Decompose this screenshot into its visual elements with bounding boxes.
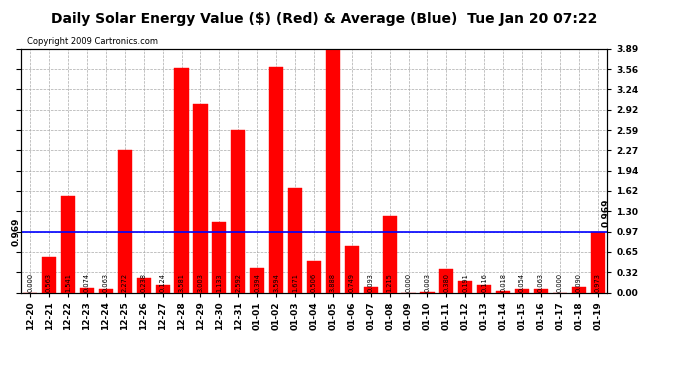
Bar (231, 130, 246, 292)
Bar (99, 288, 113, 292)
Text: 0.000: 0.000 (406, 273, 411, 292)
Bar (382, 216, 397, 292)
Bar (42, 257, 56, 292)
Bar (496, 291, 510, 292)
Text: 0.063: 0.063 (538, 273, 544, 292)
Text: 0.054: 0.054 (519, 273, 525, 292)
Text: 3.888: 3.888 (330, 273, 336, 292)
Bar (515, 289, 529, 292)
Bar (193, 104, 208, 292)
Text: 0.394: 0.394 (254, 273, 260, 292)
Text: 0.973: 0.973 (595, 273, 601, 292)
Text: 3.003: 3.003 (197, 273, 204, 292)
Text: 1.215: 1.215 (386, 273, 393, 292)
Bar (137, 278, 151, 292)
Bar (118, 150, 132, 292)
Bar (80, 288, 94, 292)
Bar (458, 280, 473, 292)
Bar (326, 49, 340, 292)
Text: 1.671: 1.671 (292, 273, 298, 292)
Text: 0.969: 0.969 (602, 198, 611, 227)
Text: 0.563: 0.563 (46, 273, 52, 292)
Text: 0.063: 0.063 (103, 273, 109, 292)
Text: 1.133: 1.133 (217, 273, 222, 292)
Text: 0.003: 0.003 (424, 273, 431, 292)
Bar (288, 188, 302, 292)
Bar (269, 67, 283, 292)
Bar (307, 261, 321, 292)
Text: 0.000: 0.000 (557, 273, 563, 292)
Bar (440, 269, 453, 292)
Bar (345, 246, 359, 292)
Text: 3.581: 3.581 (179, 273, 184, 292)
Text: 0.124: 0.124 (159, 273, 166, 292)
Text: 0.018: 0.018 (500, 273, 506, 292)
Bar (591, 231, 605, 292)
Text: 0.191: 0.191 (462, 273, 469, 292)
Text: 0.090: 0.090 (576, 273, 582, 292)
Text: 0.749: 0.749 (348, 273, 355, 292)
Text: Daily Solar Energy Value ($) (Red) & Average (Blue)  Tue Jan 20 07:22: Daily Solar Energy Value ($) (Red) & Ave… (51, 12, 598, 26)
Text: 3.594: 3.594 (273, 273, 279, 292)
Text: 2.592: 2.592 (235, 273, 242, 292)
Bar (61, 196, 75, 292)
Bar (364, 286, 378, 292)
Text: 0.074: 0.074 (84, 273, 90, 292)
Bar (477, 285, 491, 292)
Text: Copyright 2009 Cartronics.com: Copyright 2009 Cartronics.com (26, 38, 157, 46)
Text: 0.093: 0.093 (368, 273, 374, 292)
Bar (250, 268, 264, 292)
Text: 1.541: 1.541 (65, 273, 71, 292)
Text: 0.000: 0.000 (27, 273, 33, 292)
Bar (572, 287, 586, 292)
Bar (534, 288, 548, 292)
Text: 0.969: 0.969 (12, 217, 21, 246)
Text: 0.380: 0.380 (444, 273, 449, 292)
Text: 0.506: 0.506 (311, 273, 317, 292)
Text: 0.116: 0.116 (481, 273, 487, 292)
Text: 2.272: 2.272 (121, 273, 128, 292)
Bar (155, 285, 170, 292)
Bar (213, 222, 226, 292)
Text: 0.238: 0.238 (141, 273, 147, 292)
Bar (175, 68, 188, 292)
